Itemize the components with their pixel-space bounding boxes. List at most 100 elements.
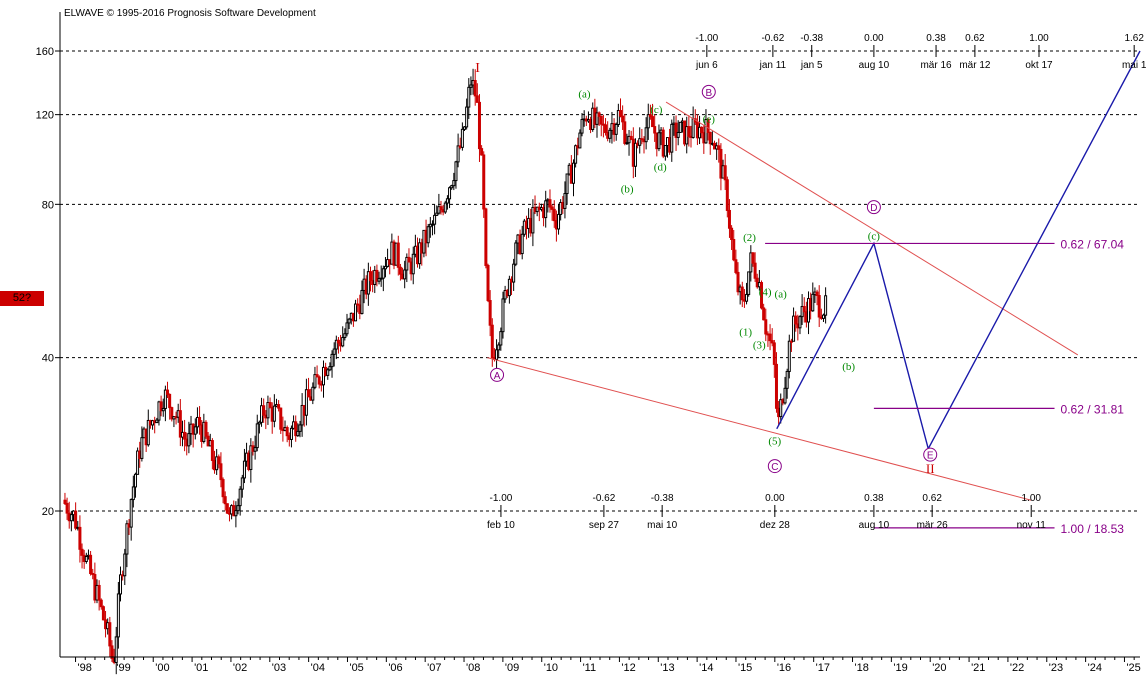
candle-body <box>163 389 167 409</box>
wave-label: (c) <box>868 230 881 242</box>
fib-ruler-date: dez 28 <box>760 520 790 531</box>
x-tick-label: '13 <box>660 662 674 674</box>
candle-body <box>736 271 740 293</box>
wave-label: (a) <box>578 89 591 101</box>
x-tick-label: '04 <box>311 662 325 674</box>
fib-ruler-date: jan 11 <box>759 60 787 71</box>
candle-body <box>234 510 238 517</box>
candle-body <box>80 548 84 556</box>
candle-body <box>499 331 503 346</box>
candle-body <box>74 510 78 529</box>
candle-body <box>469 84 473 88</box>
candle-body <box>332 348 336 355</box>
fib-ruler-date: sep 27 <box>589 520 619 531</box>
candle-body <box>307 389 311 398</box>
candle-body <box>108 622 112 647</box>
y-tick-label: 40 <box>42 353 54 365</box>
candle-body <box>193 426 197 435</box>
candle-body <box>369 271 372 282</box>
wave-label: C <box>771 462 778 473</box>
x-tick-label: '03 <box>272 662 286 674</box>
candle-body <box>456 145 460 163</box>
candle-body <box>497 344 501 351</box>
candle-body <box>178 410 182 438</box>
candle-body <box>621 115 625 123</box>
candle-body <box>625 142 629 145</box>
wave-label-circle <box>866 200 881 215</box>
candle-body <box>97 584 101 601</box>
candle-body <box>764 319 768 335</box>
x-tick-label: '16 <box>777 662 791 674</box>
candle-body <box>347 318 351 324</box>
candle-body <box>396 242 400 268</box>
candle-body <box>289 427 293 440</box>
candle-body <box>279 407 283 430</box>
candle-body <box>730 227 734 241</box>
wave-label: (b) <box>621 183 634 195</box>
wave-label: (5) <box>768 436 781 448</box>
candle-body <box>69 514 73 522</box>
fib-ruler-date: mai 1 <box>1122 60 1147 71</box>
wave-label: (b) <box>842 361 855 373</box>
candle-body <box>375 269 379 282</box>
candle-body <box>514 242 518 265</box>
candle-body <box>578 132 582 149</box>
wave-label: (4) <box>759 286 772 298</box>
candle-body <box>792 315 796 342</box>
candle-body <box>798 316 802 329</box>
candle-body <box>772 342 776 365</box>
candle-body <box>484 208 488 266</box>
candle-body <box>304 389 308 416</box>
x-tick-label: '07 <box>427 662 441 674</box>
candle-body <box>140 437 144 459</box>
candle-body <box>183 431 187 440</box>
candle-body <box>557 213 561 230</box>
fib-ruler-ratio: -1.00 <box>490 493 513 504</box>
candle-body <box>687 126 691 137</box>
x-tick-label: '21 <box>971 662 985 674</box>
candle-body <box>266 402 270 419</box>
candle-body <box>236 505 240 512</box>
candle-body <box>651 116 655 128</box>
candle-body <box>616 110 620 126</box>
fib-ruler-date: jun 6 <box>695 60 718 71</box>
y-tick-label: 160 <box>36 46 54 58</box>
candle-body <box>770 340 774 344</box>
wave-label-circle <box>923 447 938 462</box>
candle-body <box>706 119 710 133</box>
candle-body <box>131 486 135 501</box>
wave-projection-path <box>776 50 1141 451</box>
candle-body <box>204 421 208 437</box>
candle-body <box>146 419 150 446</box>
wave-label: (a) <box>775 288 788 300</box>
candles-layer <box>63 68 828 675</box>
candle-body <box>101 606 105 621</box>
x-tick-label: '25 <box>1126 662 1140 674</box>
fib-ruler-date: feb 10 <box>487 520 515 531</box>
fib-ruler-date: mär 12 <box>959 60 991 71</box>
candle-body <box>661 129 665 157</box>
candle-body <box>433 214 437 225</box>
candle-body <box>366 271 370 295</box>
candle-body <box>78 526 82 550</box>
x-tick-label: '98 <box>78 662 92 674</box>
candle-body <box>277 404 281 409</box>
candle-body <box>311 386 315 401</box>
candle-body <box>552 208 556 222</box>
copyright-notice: ELWAVE © 1995-2016 Prognosis Software De… <box>64 8 316 19</box>
x-tick-label: '23 <box>1049 662 1063 674</box>
candle-body <box>734 259 738 273</box>
wave-label-circle <box>767 459 782 474</box>
candle-body <box>490 324 494 359</box>
fib-ruler-ratio: 0.38 <box>864 493 884 504</box>
channel-line <box>665 101 1079 356</box>
x-tick-label: '99 <box>116 662 130 674</box>
candle-body <box>604 124 608 134</box>
x-tick-label: '14 <box>699 662 713 674</box>
candle-body <box>708 131 712 145</box>
candle-body <box>114 636 118 663</box>
candle-body <box>168 393 172 409</box>
candle-body <box>65 502 69 514</box>
candle-body <box>343 333 347 338</box>
